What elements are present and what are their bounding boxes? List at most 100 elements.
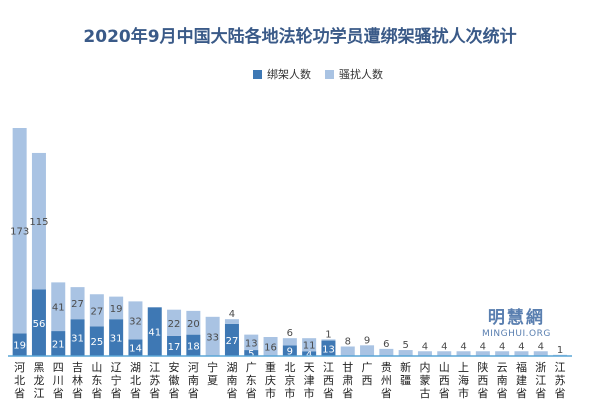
x-tick-label-13: 重庆市 [265, 360, 276, 400]
label-harass-16: 1 [325, 329, 331, 340]
label-harass-18: 9 [364, 335, 370, 346]
label-harass-24: 4 [480, 341, 486, 352]
bar-harass-5 [109, 296, 124, 320]
x-tick-label-26: 福建省 [516, 360, 527, 400]
bar-harass-23 [456, 351, 471, 356]
label-harass-25: 4 [499, 341, 505, 352]
label-kidnap-7: 41 [148, 328, 161, 339]
label-kidnap-4: 25 [90, 337, 103, 348]
bar-harass-15 [302, 338, 317, 352]
x-tick-label-14: 北京市 [284, 361, 295, 400]
label-harass-2: 41 [52, 303, 65, 314]
bar-kidnap-1 [31, 289, 46, 356]
x-tick-label-1: 黑龙江 [33, 361, 44, 400]
x-tick-label-23: 上海市 [458, 361, 469, 400]
bar-kidnap-8 [167, 335, 182, 356]
x-tick-label-11: 湖南省 [226, 361, 237, 400]
x-tick-label-16: 江西省 [323, 361, 334, 400]
bar-kidnap-9 [186, 334, 201, 356]
label-harass-23: 4 [460, 341, 466, 352]
bar-harass-14 [282, 338, 297, 346]
x-tick-label-4: 山东省 [91, 361, 102, 400]
x-tick-label-12: 广东省 [246, 361, 257, 400]
legend-swatch-kidnap [253, 69, 262, 79]
bar-harass-18 [360, 345, 375, 356]
bar-kidnap-11 [224, 323, 239, 356]
bar-harass-9 [186, 310, 201, 335]
bar-harass-24 [475, 351, 490, 356]
x-tick-label-19: 贵州省 [381, 361, 392, 400]
x-tick-label-6: 湖北省 [130, 361, 141, 400]
bar-harass-25 [495, 351, 510, 356]
x-tick-label-15: 天津市 [304, 361, 315, 400]
x-tick-label-8: 安徽省 [169, 360, 180, 400]
chart-title: 2020年9月中国大陆各地法轮功学员遭绑架骚扰人次统计 [83, 27, 517, 47]
x-tick-label-9: 河南省 [188, 361, 199, 400]
label-kidnap-2: 21 [52, 340, 65, 351]
x-tick-label-10: 宁夏 [207, 360, 218, 387]
watermark-en: MINGHUI.ORG [482, 329, 551, 339]
label-harass-15: 11 [303, 341, 316, 352]
bar-kidnap-2 [51, 331, 66, 356]
bar-harass-4 [89, 294, 104, 327]
label-harass-14: 6 [287, 328, 293, 339]
x-tick-label-24: 陕西省 [477, 360, 488, 400]
bar-harass-16 [321, 339, 336, 341]
bar-harass-20 [398, 350, 413, 356]
label-harass-11: 4 [229, 309, 235, 320]
legend-swatch-harass [325, 69, 334, 79]
watermark: 明慧網 MINGHUI.ORG [482, 303, 551, 339]
bar-kidnap-12 [244, 350, 259, 356]
label-harass-19: 6 [383, 339, 389, 350]
bar-harass-13 [263, 337, 278, 356]
label-harass-6: 32 [129, 316, 142, 327]
legend-label-kidnap: 绑架人数 [267, 68, 311, 81]
x-tick-label-0: 河北省 [14, 361, 25, 400]
label-kidnap-15: 4 [306, 350, 312, 361]
label-harass-13: 16 [264, 343, 277, 354]
x-tick-label-3: 吉林省 [72, 361, 83, 400]
bar-kidnap-4 [89, 326, 104, 356]
bar-harass-6 [128, 301, 143, 340]
bar-harass-17 [340, 346, 355, 356]
label-harass-10: 33 [206, 332, 219, 343]
label-harass-4: 27 [90, 306, 103, 317]
label-harass-1: 115 [29, 217, 48, 228]
legend-label-harass: 骚扰人数 [339, 68, 383, 81]
bar-kidnap-7 [147, 307, 162, 356]
bar-harass-0 [12, 128, 27, 334]
bar-kidnap-0 [12, 333, 27, 356]
label-harass-9: 20 [187, 319, 200, 330]
x-tick-label-5: 辽宁省 [111, 361, 122, 400]
bar-kidnap-5 [109, 319, 124, 356]
label-harass-0: 173 [10, 227, 29, 238]
bar-harass-3 [70, 287, 85, 320]
bar-harass-26 [514, 351, 529, 356]
label-kidnap-1: 56 [33, 319, 46, 330]
legend-item-harass: 骚扰人数 [325, 66, 383, 82]
label-harass-22: 4 [441, 341, 447, 352]
label-kidnap-8: 17 [168, 342, 181, 353]
bar-harass-10 [205, 316, 220, 356]
label-kidnap-14: 9 [287, 347, 293, 358]
label-kidnap-12: 5 [248, 349, 254, 360]
x-tick-label-21: 内蒙古 [419, 360, 430, 400]
x-tick-label-22: 山西省 [439, 361, 450, 400]
label-harass-3: 27 [71, 299, 84, 310]
label-kidnap-9: 18 [187, 341, 200, 352]
watermark-cn: 明慧網 [487, 308, 545, 328]
x-tick-label-28: 江苏省 [555, 361, 566, 400]
bar-kidnap-16 [321, 340, 336, 356]
label-harass-20: 5 [402, 340, 408, 351]
bar-kidnap-3 [70, 319, 85, 356]
x-tick-label-17: 甘肃省 [342, 361, 353, 400]
bar-harass-12 [244, 334, 259, 351]
x-tick-label-18: 广西 [362, 361, 373, 387]
bar-harass-22 [437, 351, 452, 356]
label-harass-27: 4 [538, 341, 544, 352]
label-harass-26: 4 [518, 341, 524, 352]
legend: 绑架人数 骚扰人数 [253, 66, 383, 82]
label-kidnap-6: 14 [129, 344, 142, 355]
bar-harass-2 [51, 282, 66, 332]
